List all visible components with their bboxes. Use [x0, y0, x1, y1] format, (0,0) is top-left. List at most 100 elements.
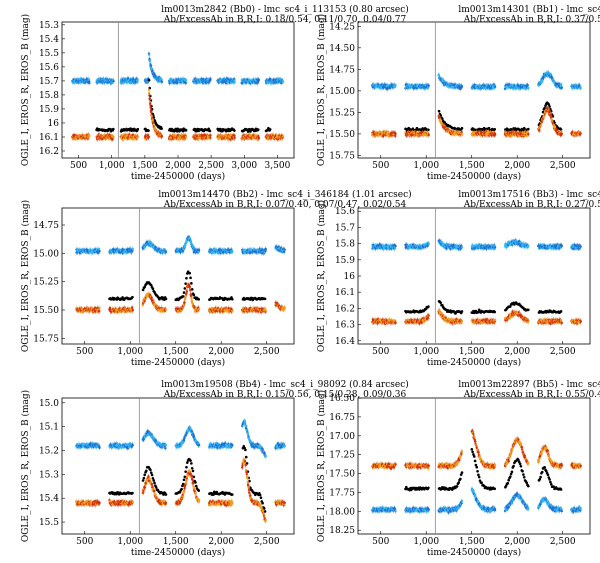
eros-b-point — [526, 84, 529, 87]
y-axis-label: OGLE_I, EROS_R, EROS_B (mag) — [20, 14, 31, 166]
eros-r-point — [136, 136, 139, 139]
ogle-i-point — [207, 127, 211, 131]
x-axis-label: time-2450000 (days) — [427, 171, 521, 182]
eros-b-point — [579, 86, 582, 90]
eros-b-point — [281, 80, 285, 83]
eros-b-point — [160, 80, 164, 84]
eros-b-point — [527, 86, 530, 90]
ogle-i-point — [548, 105, 551, 108]
y-tick-label: 15.7 — [39, 77, 59, 87]
eros-b-point — [233, 81, 236, 84]
x-tick-label: 3,500 — [265, 161, 291, 171]
data-points — [371, 69, 582, 139]
ogle-i-point — [147, 129, 150, 132]
eros-r-point — [147, 135, 150, 139]
ogle-i-point — [544, 104, 547, 107]
y-tick-label: 14.25 — [329, 22, 355, 32]
ogle-i-point — [256, 128, 260, 131]
eros-r-point — [148, 94, 151, 97]
eros-b-point — [493, 85, 497, 88]
chart-title: lm0013m2842 (Bb0) - lmc_sc4_i_113153 (0.… — [161, 4, 409, 15]
x-tick-label: 500 — [372, 161, 389, 171]
eros-r-point — [233, 136, 236, 139]
y-tick-label: 15.3 — [39, 21, 59, 31]
y-tick-label: 15.5 — [39, 49, 59, 59]
eros-r-point — [147, 88, 151, 91]
eros-r-point — [160, 135, 164, 138]
x-tick-label: 1,000 — [99, 161, 125, 171]
eros-r-point — [88, 134, 91, 138]
eros-b-point — [541, 80, 544, 83]
eros-r-point — [149, 106, 152, 110]
y-tick-label: 16.1 — [39, 133, 59, 143]
eros-r-point — [460, 131, 463, 134]
data-points — [71, 51, 285, 143]
eros-r-point — [281, 135, 285, 138]
ogle-i-point — [441, 117, 444, 121]
ogle-i-point — [184, 129, 188, 132]
eros-b-point — [136, 78, 139, 81]
x-tick-label: 500 — [70, 161, 87, 171]
y-tick-label: 15.4 — [39, 35, 59, 45]
ogle-i-point — [547, 103, 551, 106]
plot-frame — [357, 21, 591, 159]
eros-b-point — [427, 84, 430, 87]
y-tick-label: 16 — [48, 119, 60, 129]
x-tick-label: 3,000 — [231, 161, 257, 171]
y-tick-label: 15.6 — [39, 63, 59, 73]
eros-b-point — [257, 78, 261, 82]
ogle-i-point — [136, 127, 140, 131]
eros-r-point — [386, 130, 390, 134]
ogle-i-point — [437, 109, 441, 113]
ogle-i-point — [493, 127, 497, 131]
eros-r-point — [184, 135, 188, 139]
chart-panel-1: lm0013m2842 (Bb0) - lmc_sc4_i_113153 (0.… — [20, 4, 409, 182]
y-tick-label: 15.00 — [329, 87, 355, 97]
chart-title: lm0013m14301 (Bb1) - lmc_sc4_i_346186 (0… — [458, 4, 600, 15]
eros-r-point — [209, 134, 212, 137]
ogle-i-point — [147, 78, 151, 82]
eros-b-point — [184, 78, 188, 82]
y-tick-label: 15.75 — [329, 151, 355, 161]
eros-r-point — [427, 133, 430, 137]
eros-r-point — [148, 97, 152, 101]
eros-r-point — [394, 134, 397, 138]
x-tick-label: 2,500 — [198, 161, 224, 171]
y-tick-label: 16.2 — [39, 147, 59, 157]
chart-subtitle: Ab/ExcessAb in B,R,I: 0.37/0.51, 0.06/0.… — [463, 15, 600, 25]
x-tick-label: 1,500 — [132, 161, 158, 171]
eros-b-point — [184, 81, 188, 85]
y-tick-label: 14.50 — [329, 44, 355, 54]
y-tick-label: 14.75 — [329, 65, 355, 75]
x-tick-label: 1,000 — [413, 161, 439, 171]
eros-r-point — [112, 135, 115, 139]
ogle-i-point — [268, 128, 272, 131]
ogle-i-point — [233, 129, 236, 132]
y-tick-label: 15.25 — [329, 108, 355, 118]
x-tick-label: 2,500 — [550, 161, 576, 171]
eros-r-point — [394, 132, 397, 136]
eros-b-point — [460, 85, 464, 88]
eros-b-point — [560, 83, 563, 86]
y-axis-label: OGLE_I, EROS_R, EROS_B (mag) — [316, 14, 327, 166]
ogle-i-point — [160, 127, 163, 130]
eros-b-point — [560, 86, 563, 90]
eros-r-point — [150, 110, 153, 113]
y-tick-label: 15.8 — [39, 91, 59, 101]
eros-b-point — [394, 84, 397, 87]
eros-r-point — [257, 137, 261, 140]
eros-b-point — [209, 77, 212, 81]
eros-b-point — [148, 59, 152, 63]
x-axis-label: time-2450000 (days) — [131, 171, 225, 182]
eros-b-point — [147, 53, 151, 56]
x-tick-label: 2,000 — [504, 161, 530, 171]
chart-panel-2: lm0013m14301 (Bb1) - lmc_sc4_i_346186 (0… — [316, 4, 600, 182]
y-tick-label: 15.9 — [39, 105, 59, 115]
ogle-i-point — [208, 129, 212, 133]
eros-b-point — [112, 79, 115, 83]
x-tick-label: 1,500 — [459, 161, 485, 171]
ogle-i-point — [460, 126, 464, 130]
x-tick-label: 2,000 — [165, 161, 191, 171]
ogle-i-point — [439, 114, 443, 117]
